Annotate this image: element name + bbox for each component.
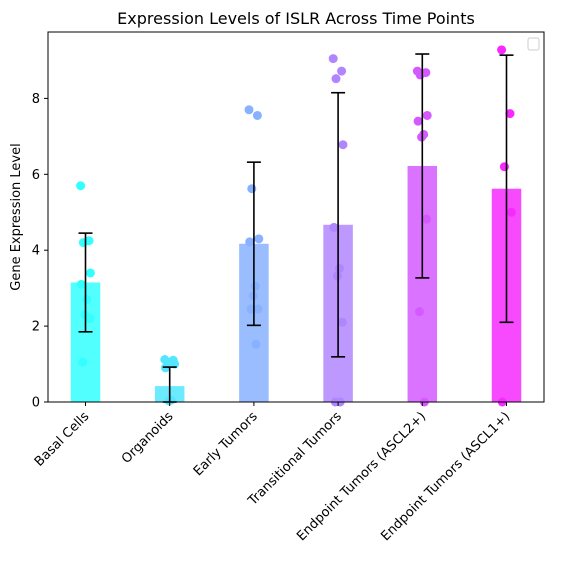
chart-marks (70, 45, 522, 407)
data-point-3-2 (252, 110, 262, 120)
data-point-6-1 (497, 45, 507, 55)
data-point-1-1 (76, 181, 86, 191)
data-point-4-8 (337, 317, 347, 327)
data-point-1-8 (85, 314, 95, 324)
data-point-4-1 (328, 54, 338, 64)
data-point-1-6 (82, 295, 92, 305)
x-tick-label: Early Tumors (191, 409, 261, 479)
plot-frame (47, 31, 545, 403)
data-point-4-3 (331, 74, 341, 84)
data-point-3-4 (254, 234, 264, 244)
y-tick-label: 0 (32, 396, 40, 411)
data-point-3-3 (247, 184, 257, 194)
data-point-3-5 (245, 237, 255, 247)
data-point-4-2 (337, 66, 347, 76)
y-tick-label: 6 (32, 168, 40, 183)
data-point-6-3 (499, 162, 509, 172)
data-point-4-4 (338, 140, 348, 150)
data-point-3-1 (244, 105, 254, 115)
data-point-1-3 (78, 238, 88, 248)
x-tick-label: Transitional Tumors (245, 409, 345, 509)
legend[interactable] (527, 37, 540, 51)
data-point-6-4 (506, 207, 516, 217)
error-bar-1 (78, 232, 93, 333)
data-point-4-6 (335, 263, 344, 273)
data-point-5-8 (422, 214, 431, 224)
data-point-3-10 (251, 339, 261, 349)
error-bar-3 (246, 161, 261, 327)
chart-axes: 0 2 4 6 8 Basal Cells Organoids Early TumorsTra… (32, 31, 545, 544)
data-point-5-4 (422, 110, 432, 120)
y-axis-label: Gene Expression Level (9, 143, 24, 290)
data-point-6-2 (505, 109, 515, 119)
data-point-3-6 (250, 281, 260, 291)
data-point-4-5 (329, 222, 339, 232)
y-tick-label: 8 (32, 92, 40, 107)
data-point-5-3 (415, 70, 425, 80)
error-bar-4 (331, 91, 346, 358)
error-bar-6 (499, 54, 514, 324)
data-point-1-4 (85, 268, 95, 278)
legend-box (527, 37, 540, 51)
data-point-5-9 (415, 307, 424, 317)
error-bar-5 (415, 53, 430, 279)
x-tick-label: Organoids (119, 409, 177, 467)
data-point-5-5 (413, 116, 423, 126)
x-tick-label: Basal Cells (32, 409, 93, 470)
y-tick-label: 4 (32, 244, 40, 259)
data-point-1-5 (76, 279, 86, 289)
chart-title: Expression Levels of ISLR Across Time Po… (117, 9, 475, 28)
data-point-1-9 (78, 357, 88, 367)
y-tick-label: 2 (32, 320, 40, 335)
data-point-3-8 (253, 304, 263, 314)
